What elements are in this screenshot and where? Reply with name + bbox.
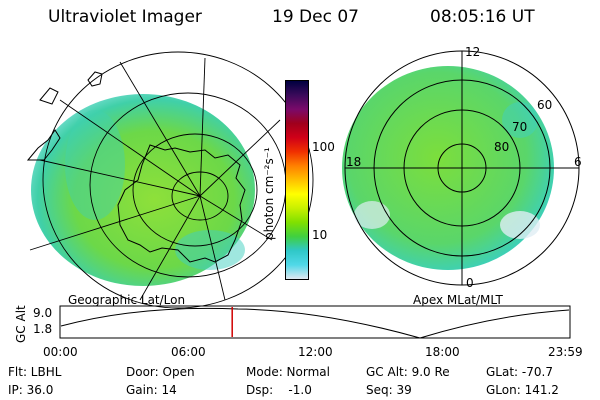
info-ip: IP: 36.0 bbox=[8, 383, 54, 397]
colorbar-tick-100: 100 bbox=[312, 140, 335, 154]
mlat-label-80: 80 bbox=[494, 140, 510, 154]
geo-grid bbox=[29, 51, 314, 309]
xtick-2359: 23:59 bbox=[548, 345, 583, 359]
mlat-label-60: 60 bbox=[537, 98, 553, 112]
geo-auroral-image bbox=[31, 94, 255, 286]
xtick-0600: 06:00 bbox=[171, 345, 206, 359]
mlt-label-12: 12 bbox=[465, 45, 481, 59]
mlat-label-70: 70 bbox=[512, 120, 528, 134]
mlt-label-0: 0 bbox=[466, 276, 474, 290]
colorbar-unit-label: photon cm⁻²s⁻¹ bbox=[262, 147, 276, 240]
timeline-ylabel: GC Alt bbox=[14, 305, 28, 343]
info-glat: GLat: -70.7 bbox=[486, 365, 553, 379]
info-filter: Flt: LBHL bbox=[8, 365, 62, 379]
coastline-outline bbox=[26, 71, 246, 263]
info-glon: GLon: 141.2 bbox=[486, 383, 559, 397]
info-door: Door: Open bbox=[126, 365, 195, 379]
date-label: 19 Dec 07 bbox=[272, 7, 359, 27]
info-gain: Gain: 14 bbox=[126, 383, 177, 397]
instrument-title: Ultraviolet Imager bbox=[48, 7, 202, 27]
geo-panel-caption: Geographic Lat/Lon bbox=[68, 293, 186, 307]
info-gc-alt: GC Alt: 9.0 Re bbox=[366, 365, 450, 379]
polar-grid bbox=[344, 50, 580, 286]
ytick-1-8: 1.8 bbox=[33, 322, 53, 336]
polar-panel-caption: Apex MLat/MLT bbox=[413, 293, 503, 307]
info-dsp: Dsp: -1.0 bbox=[246, 383, 312, 397]
xtick-0000: 00:00 bbox=[43, 345, 78, 359]
ytick-9: 9.0 bbox=[33, 306, 53, 320]
mlt-label-6: 6 bbox=[574, 155, 582, 169]
time-label: 08:05:16 UT bbox=[430, 7, 535, 27]
mlt-label-18: 18 bbox=[346, 155, 362, 169]
info-seq: Seq: 39 bbox=[366, 383, 412, 397]
colorbar-tick-10: 10 bbox=[312, 228, 328, 242]
xtick-1200: 12:00 bbox=[298, 345, 333, 359]
xtick-1800: 18:00 bbox=[425, 345, 460, 359]
info-mode: Mode: Normal bbox=[246, 365, 330, 379]
intensity-colorbar bbox=[285, 80, 309, 280]
